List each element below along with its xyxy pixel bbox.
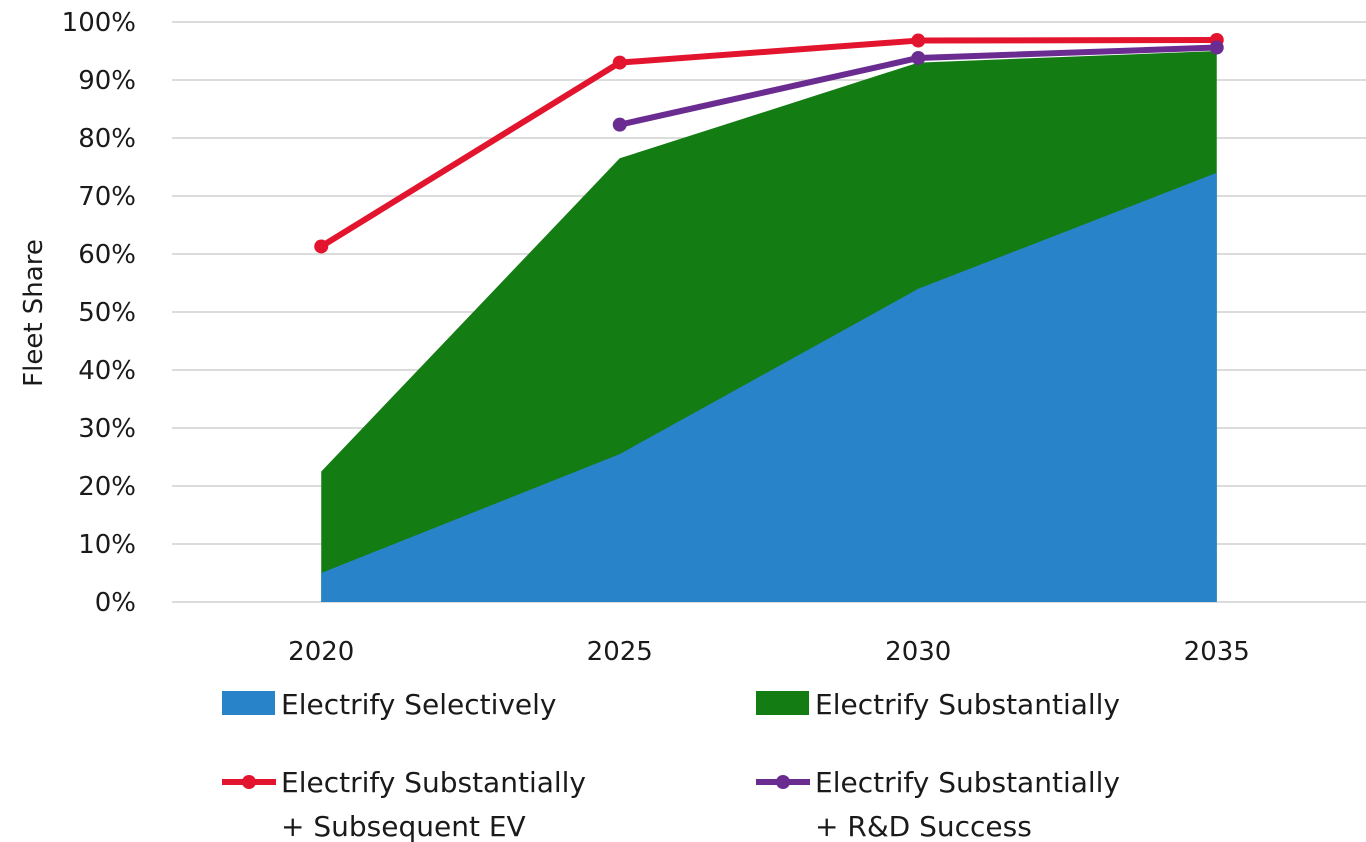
y-tick-label: 50%: [78, 298, 136, 328]
point-electrify-substantially-subsequent-ev: [911, 33, 926, 48]
area-electrify-selectively: [321, 172, 1217, 603]
point-electrify-substantially-r-d-success: [612, 117, 627, 132]
line-electrify-substantially-subsequent-ev: [319, 36, 1217, 250]
y-axis-title: Fleet Share: [19, 239, 49, 387]
point-electrify-substantially-subsequent-ev: [314, 239, 329, 254]
legend-point-marker: [242, 775, 256, 789]
legend-label-line2: + Subsequent EV: [281, 810, 526, 842]
legend-label: Electrify Substantially: [815, 766, 1120, 799]
legend-swatch: [222, 691, 275, 715]
legend-swatch: [756, 691, 809, 715]
y-tick-label: 100%: [62, 8, 136, 38]
x-tick-label: 2025: [587, 637, 653, 667]
legend-label: Electrify Substantially: [281, 766, 586, 799]
legend-label: Electrify Substantially: [815, 688, 1120, 721]
point-electrify-substantially-r-d-success: [911, 50, 926, 65]
legend-point-marker: [776, 775, 790, 789]
legend-item-subsequent-ev: Electrify Substantially + Subsequent EV: [222, 766, 586, 842]
x-tick-label: 2030: [885, 637, 951, 667]
y-axis-ticks: 0% 10% 20% 30% 40% 50% 60% 70% 80% 90% 100%: [62, 8, 136, 618]
y-tick-label: 30%: [78, 414, 136, 444]
point-electrify-substantially-subsequent-ev: [612, 55, 627, 70]
y-tick-label: 60%: [78, 240, 136, 270]
y-tick-label: 70%: [78, 182, 136, 212]
point-electrify-substantially-r-d-success: [1209, 40, 1224, 55]
y-tick-label: 90%: [78, 66, 136, 96]
legend: Electrify Selectively Electrify Substant…: [222, 688, 1120, 842]
y-tick-label: 0%: [95, 588, 136, 618]
y-tick-label: 20%: [78, 472, 136, 502]
legend-label: Electrify Selectively: [281, 688, 557, 721]
x-tick-label: 2035: [1184, 637, 1250, 667]
legend-item-electrify-substantially: Electrify Substantially: [756, 688, 1120, 721]
area-series: [321, 51, 1217, 603]
y-tick-label: 40%: [78, 356, 136, 386]
y-tick-label: 80%: [78, 124, 136, 154]
line-series: [314, 32, 1224, 254]
x-tick-label: 2020: [288, 637, 354, 667]
legend-item-electrify-selectively: Electrify Selectively: [222, 688, 557, 721]
legend-item-rd-success: Electrify Substantially + R&D Success: [756, 766, 1120, 842]
legend-label-line2: + R&D Success: [815, 810, 1032, 842]
x-axis-ticks: 2020 2025 2030 2035: [288, 637, 1250, 667]
y-tick-label: 10%: [78, 530, 136, 560]
